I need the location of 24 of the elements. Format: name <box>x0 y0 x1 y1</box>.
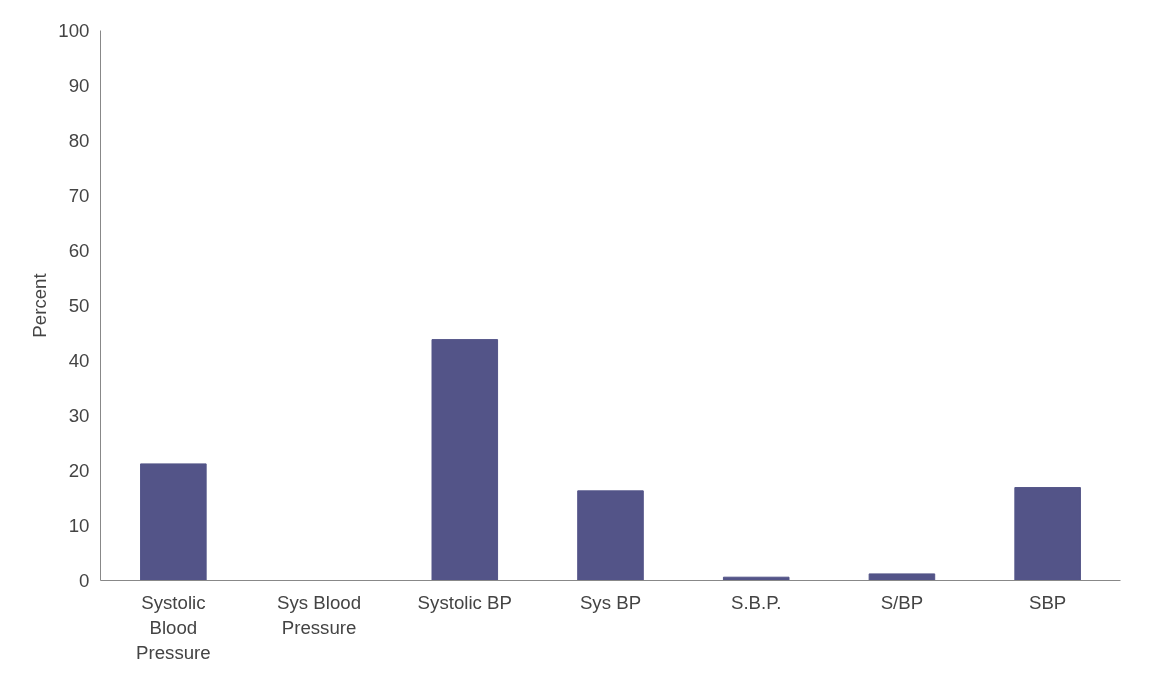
y-tick-label: 10 <box>68 515 90 536</box>
x-tick-label: Sys BP <box>579 591 642 613</box>
y-tick-label: 50 <box>68 295 90 316</box>
y-tick-label: 70 <box>68 185 90 206</box>
y-tick-label: 60 <box>68 240 90 261</box>
bar <box>140 463 207 581</box>
bar <box>868 573 936 581</box>
y-tick-label: 40 <box>68 350 90 371</box>
x-tick-label: S/BP <box>880 591 924 613</box>
y-tick-label: 90 <box>68 75 90 96</box>
x-tick-label: Sys Blood Pressure <box>277 591 362 638</box>
x-tick-label: SBP <box>1028 591 1067 613</box>
bar <box>577 490 644 581</box>
x-tick-label: S.B.P. <box>730 591 782 613</box>
y-tick-label: 0 <box>79 570 90 591</box>
x-tick-label: Systolic Blood Pressure <box>136 591 211 663</box>
y-tick-label: 30 <box>68 405 90 426</box>
y-tick-label: 80 <box>68 130 90 151</box>
bar <box>1014 487 1081 581</box>
y-axis-title: Percent <box>29 272 51 338</box>
y-tick-label: 20 <box>68 460 90 481</box>
bar <box>431 339 499 581</box>
x-tick-label: Systolic BP <box>417 591 512 613</box>
y-tick-label: 100 <box>58 20 90 41</box>
